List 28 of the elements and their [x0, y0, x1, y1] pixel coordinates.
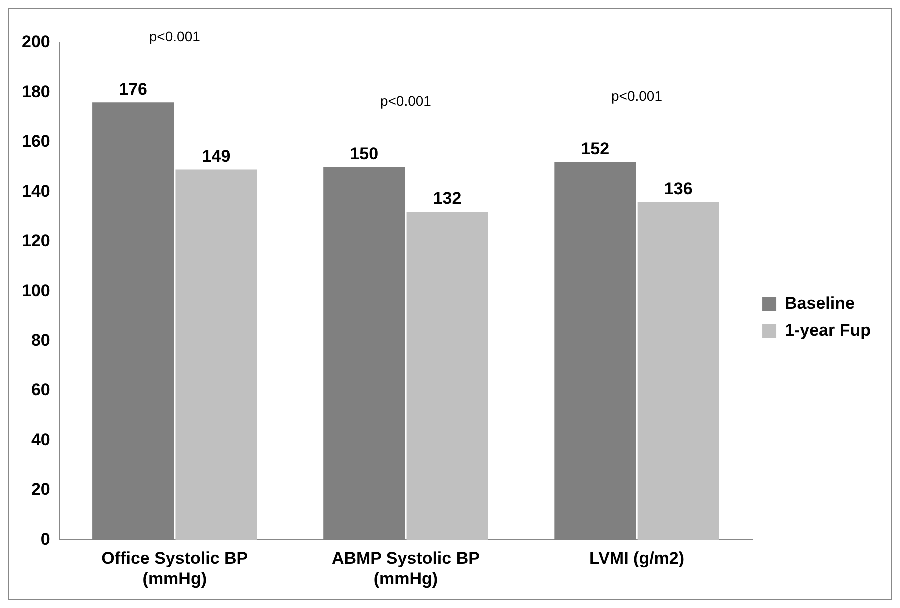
bar: [176, 170, 258, 540]
data-label: 132: [433, 189, 462, 208]
y-tick-label: 20: [31, 480, 50, 500]
y-tick-label: 200: [22, 32, 50, 52]
data-label: 136: [664, 179, 693, 198]
y-tick-label: 80: [31, 331, 50, 350]
data-label: 152: [581, 140, 610, 159]
data-label: 149: [202, 146, 231, 166]
y-tick-label: 180: [22, 82, 50, 102]
annotation: p<0.001: [380, 93, 432, 110]
annotation: p<0.001: [612, 88, 663, 104]
data-label: 150: [350, 144, 379, 164]
y-tick-label: 60: [31, 380, 50, 400]
data-label: 176: [119, 80, 148, 99]
x-tick-label: Office Systolic BP (mmHg): [102, 549, 248, 588]
y-tick-label: 0: [40, 530, 50, 549]
x-tick-label: ABMP Systolic BP (mmHg): [332, 549, 480, 588]
y-tick-label: 120: [22, 232, 50, 251]
x-tick-label: LVMI (g/m2): [589, 549, 685, 568]
legend-label: 1-year Fup: [785, 321, 872, 340]
y-tick-label: 140: [22, 182, 50, 201]
bar: [638, 202, 720, 540]
legend-label: Baseline: [785, 294, 855, 314]
annotation: p<0.001: [149, 28, 201, 45]
bar: [406, 212, 488, 540]
y-tick-label: 100: [22, 281, 50, 300]
y-tick-label: 40: [31, 430, 50, 450]
y-tick-label: 160: [22, 132, 50, 152]
